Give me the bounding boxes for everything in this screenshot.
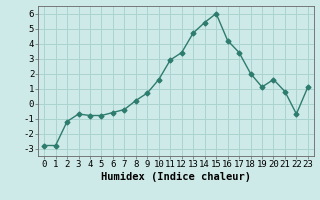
X-axis label: Humidex (Indice chaleur): Humidex (Indice chaleur) (101, 172, 251, 182)
